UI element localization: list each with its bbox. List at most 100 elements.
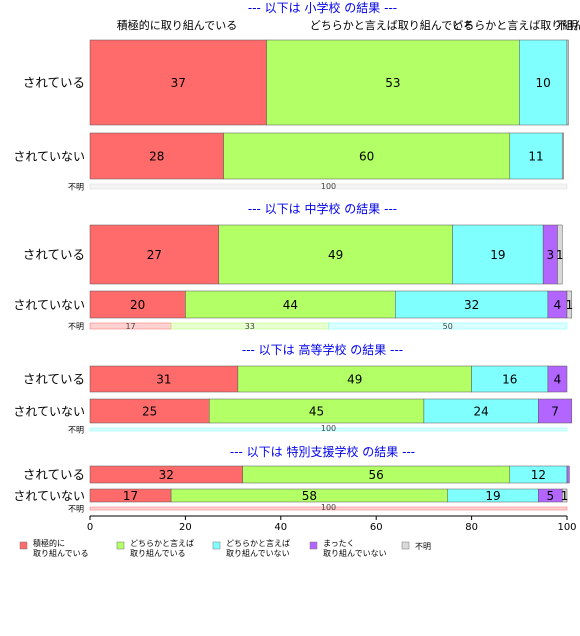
- data-label: 17: [125, 322, 135, 331]
- panel-title: --- 以下は 特別支援学校 の結果 ---: [230, 444, 415, 459]
- bar-segment: [266, 39, 520, 126]
- bar-segment: [328, 322, 568, 330]
- data-label: 53: [385, 76, 400, 90]
- legend-label: 取り組んでいる: [33, 548, 89, 558]
- data-label: 32: [159, 468, 174, 482]
- legend-label: 取り組んでいない: [226, 548, 290, 558]
- legend-swatch: [19, 541, 28, 550]
- bar-segment: [452, 224, 544, 285]
- data-label: 56: [369, 468, 384, 482]
- row-label: されていない: [13, 405, 85, 419]
- bar-segment: [566, 465, 570, 484]
- legend-label: どちらかと言えば: [130, 538, 194, 548]
- x-tick-label: 20: [179, 522, 192, 533]
- panel-title: --- 以下は 中学校 の結果 ---: [248, 201, 397, 216]
- bar-segment: [89, 506, 568, 511]
- legend-label: 取り組んでいる: [130, 548, 186, 558]
- data-label: 44: [283, 298, 298, 312]
- bar-segment: [89, 365, 239, 393]
- bar-segment: [547, 365, 568, 393]
- bar-segment: [89, 398, 210, 424]
- row-label: されていない: [13, 150, 85, 164]
- data-label: 1: [556, 248, 564, 262]
- data-label: 31: [156, 373, 171, 387]
- row-label: されている: [23, 247, 85, 262]
- legend-swatch: [309, 541, 318, 550]
- bar-segment: [218, 224, 453, 285]
- bar-segment: [509, 132, 563, 180]
- bar-segment: [471, 365, 549, 393]
- data-label: 1: [566, 298, 574, 312]
- data-label: 17: [123, 489, 138, 503]
- legend-swatch: [212, 541, 221, 550]
- x-tick-label: 80: [465, 522, 478, 533]
- row-label: されている: [23, 467, 85, 482]
- x-tick-label: 0: [87, 522, 93, 533]
- data-label: 3: [546, 248, 554, 262]
- data-label: 33: [245, 322, 255, 331]
- bar-segment: [89, 183, 568, 190]
- data-label: 19: [485, 489, 500, 503]
- legend-label: 取り組んでいない: [323, 548, 387, 558]
- header-label: 積極的に取り組んでいる: [117, 18, 237, 32]
- bar-segment: [561, 488, 568, 503]
- bar-segment: [89, 132, 224, 180]
- bar-segment: [395, 290, 549, 319]
- data-label: 24: [473, 405, 488, 419]
- data-label: 5: [546, 489, 554, 503]
- data-label: 28: [149, 150, 164, 164]
- row-label: 不明: [68, 505, 84, 514]
- row-label: されている: [23, 75, 85, 90]
- bar-segment: [566, 39, 569, 126]
- x-tick-label: 40: [274, 522, 287, 533]
- data-label: 20: [130, 298, 145, 312]
- data-label: 49: [347, 373, 362, 387]
- data-label: 27: [147, 248, 162, 262]
- x-tick-label: 100: [557, 522, 576, 533]
- data-label: 12: [531, 468, 546, 482]
- data-label: 100: [321, 503, 336, 512]
- bar-segment: [185, 290, 396, 319]
- row-label: されていない: [13, 489, 85, 503]
- bar-segment: [557, 224, 563, 285]
- row-label: 不明: [68, 426, 84, 435]
- panel-title: --- 以下は 小学校 の結果 ---: [248, 0, 397, 15]
- bar-segment: [223, 132, 511, 180]
- legend-label: 不明: [415, 542, 431, 551]
- data-label: 1: [561, 489, 569, 503]
- bar-segment: [237, 365, 472, 393]
- row-label: されていない: [13, 298, 85, 312]
- data-label: 37: [171, 76, 186, 90]
- data-label: 58: [302, 489, 317, 503]
- data-label: 25: [142, 405, 157, 419]
- data-label: 7: [551, 405, 559, 419]
- bar-segment: [566, 290, 573, 319]
- legend-label: 積極的に: [33, 538, 65, 548]
- legend-swatch: [116, 541, 125, 550]
- legend-label: まったく: [323, 539, 355, 548]
- data-label: 16: [502, 373, 517, 387]
- header-label: 不明: [556, 19, 578, 32]
- bar-segment: [423, 398, 539, 424]
- bar-segment: [89, 224, 220, 285]
- data-label: 60: [359, 150, 374, 164]
- data-label: 32: [464, 298, 479, 312]
- data-label: 4: [554, 298, 562, 312]
- data-label: 11: [528, 150, 543, 164]
- data-label: 50: [443, 322, 453, 331]
- row-label: 不明: [68, 183, 84, 192]
- data-label: 4: [554, 373, 562, 387]
- data-label: 19: [490, 248, 505, 262]
- legend-label: どちらかと言えば: [226, 538, 290, 548]
- row-label: 不明: [68, 322, 84, 331]
- header-label: どちらかと言えば取り組んでいる: [310, 19, 474, 32]
- x-tick-label: 60: [370, 522, 383, 533]
- data-label: 100: [321, 424, 336, 433]
- data-label: 45: [309, 405, 324, 419]
- bar-segment: [89, 427, 568, 432]
- bar-segment: [538, 398, 573, 424]
- data-label: 100: [321, 182, 336, 191]
